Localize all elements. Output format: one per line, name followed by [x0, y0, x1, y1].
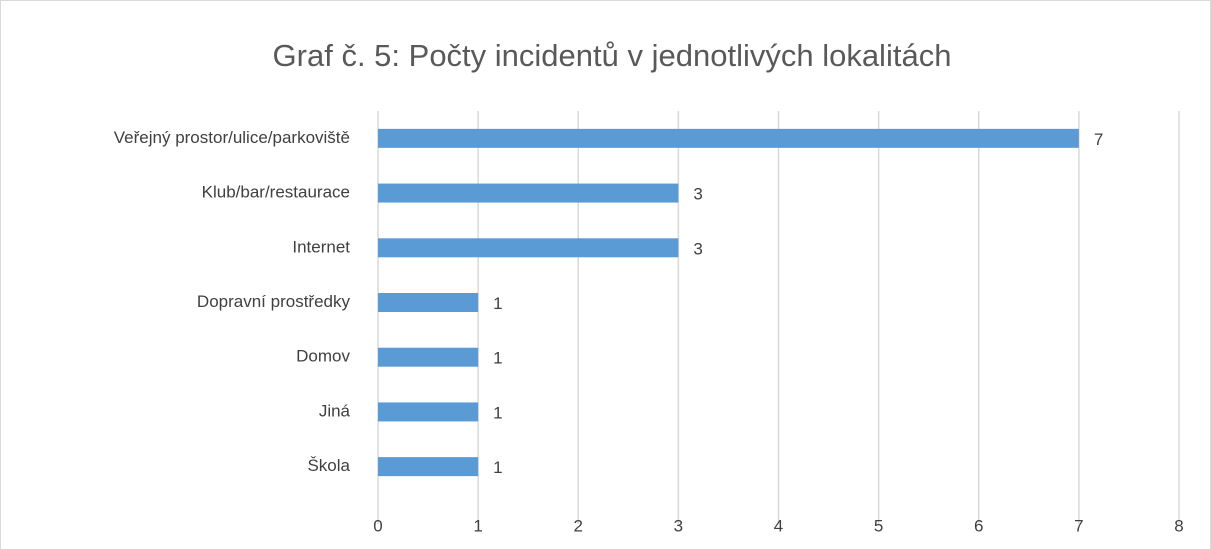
bar: [378, 293, 479, 312]
x-tick-label: 7: [1074, 516, 1083, 535]
y-tick-label: Domov: [296, 347, 350, 366]
x-tick-label: 8: [1174, 516, 1183, 535]
data-label: 1: [493, 294, 502, 313]
bar: [378, 128, 1079, 148]
data-label: 7: [1094, 130, 1103, 149]
bar: [378, 347, 479, 367]
data-label: 1: [493, 403, 502, 422]
x-tick-label: 1: [473, 516, 482, 535]
y-tick-label: Internet: [292, 237, 350, 256]
bar: [378, 457, 479, 477]
y-tick-label: Škola: [307, 456, 350, 475]
data-label: 1: [493, 458, 502, 477]
x-tick-label: 5: [874, 516, 883, 535]
data-label: 1: [493, 349, 502, 368]
bar: [378, 183, 679, 203]
y-tick-label: Jiná: [319, 401, 351, 420]
chart-title: Graf č. 5: Počty incidentů v jednotlivýc…: [273, 38, 952, 73]
x-tick-label: 6: [974, 516, 983, 535]
bar: [378, 402, 479, 422]
y-tick-label: Veřejný prostor/ulice/parkoviště: [114, 128, 350, 147]
x-tick-label: 0: [373, 516, 382, 535]
x-tick-label: 2: [574, 516, 583, 535]
x-tick-label: 4: [774, 516, 783, 535]
y-tick-label: Klub/bar/restaurace: [202, 183, 350, 202]
data-label: 3: [693, 185, 702, 204]
y-tick-label: Dopravní prostředky: [197, 292, 351, 311]
data-label: 3: [693, 239, 702, 258]
bar: [378, 238, 679, 258]
x-tick-label: 3: [674, 516, 683, 535]
